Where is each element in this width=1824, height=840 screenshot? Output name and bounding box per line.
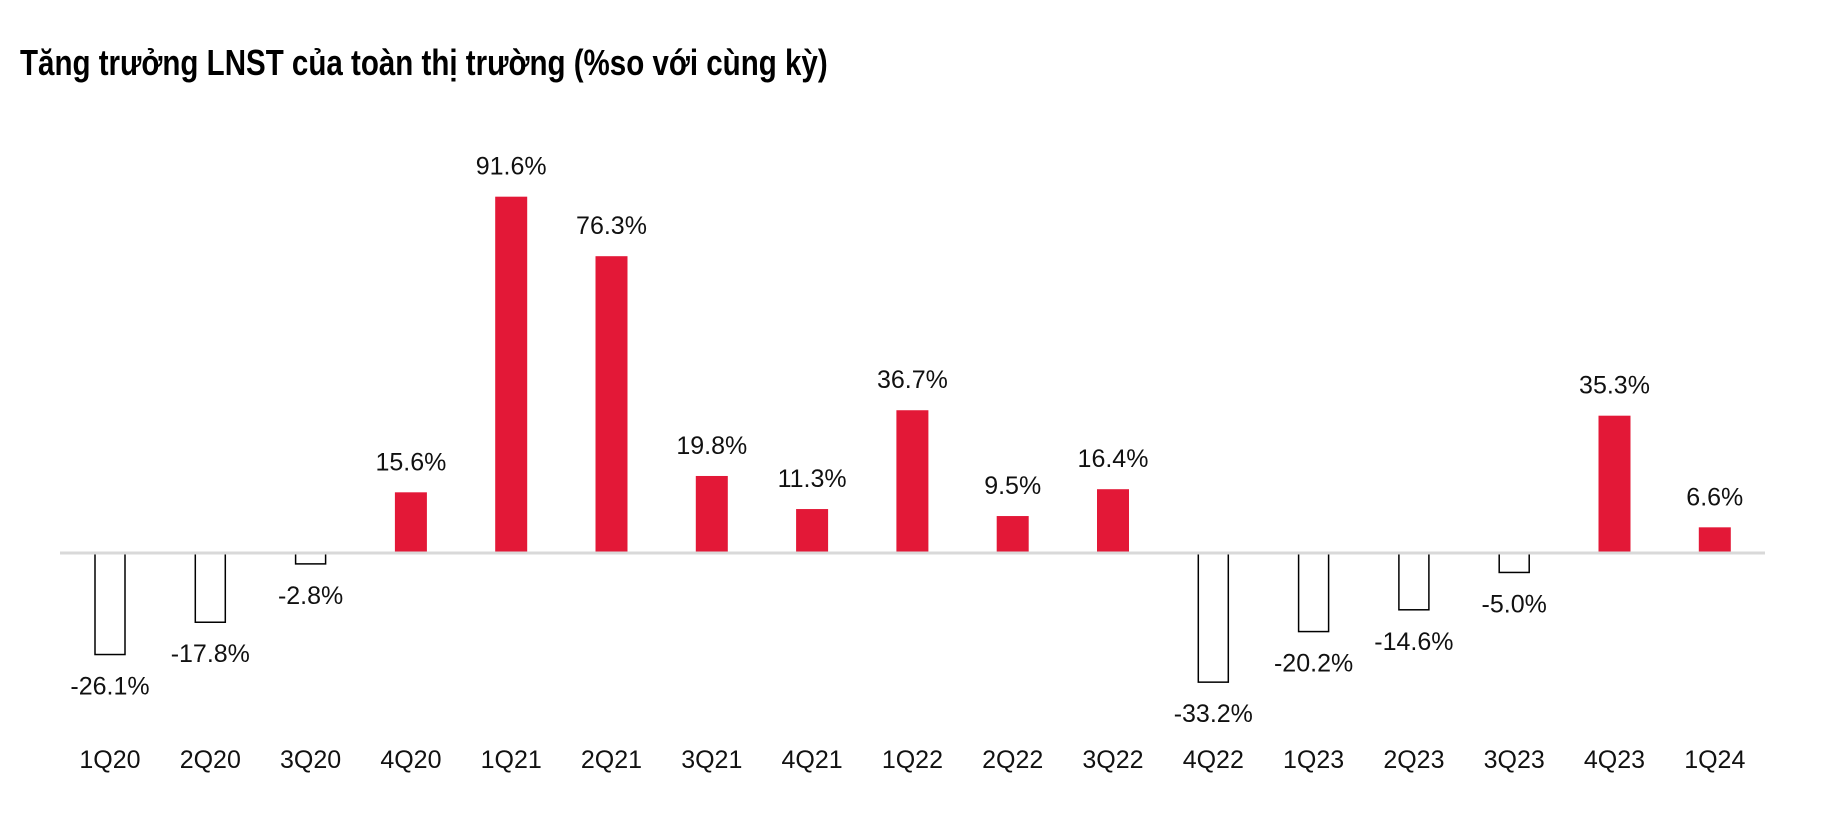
data-label: -2.8%	[278, 582, 343, 610]
x-tick-label: 4Q21	[782, 746, 843, 774]
data-label: -26.1%	[70, 673, 149, 701]
bar	[695, 475, 728, 553]
data-label: 36.7%	[877, 366, 948, 394]
bar	[896, 410, 929, 553]
data-label: 91.6%	[476, 153, 547, 181]
bar	[194, 552, 227, 623]
x-tick-label: 1Q22	[882, 746, 943, 774]
data-label: -33.2%	[1174, 700, 1253, 728]
bar	[495, 196, 528, 553]
data-label: 16.4%	[1078, 445, 1149, 473]
x-tick-label: 4Q20	[380, 746, 441, 774]
chart-title: Tăng trưởng LNST của toàn thị trường (%s…	[20, 42, 828, 83]
bar	[394, 492, 427, 553]
x-tick-label: 2Q23	[1383, 746, 1444, 774]
data-label: 15.6%	[375, 448, 446, 476]
x-tick-label: 1Q20	[79, 746, 140, 774]
x-tick-label: 2Q22	[982, 746, 1043, 774]
data-label: -14.6%	[1374, 628, 1453, 656]
x-tick-label: 3Q23	[1484, 746, 1545, 774]
bar	[94, 552, 126, 656]
bar	[996, 516, 1029, 553]
data-label: 35.3%	[1579, 372, 1650, 400]
bar	[1297, 552, 1330, 633]
bar	[595, 256, 628, 553]
data-label: -17.8%	[171, 640, 250, 668]
x-tick-label: 4Q23	[1584, 746, 1645, 774]
x-tick-label: 2Q20	[180, 746, 241, 774]
data-label: -5.0%	[1482, 590, 1547, 618]
data-label: 76.3%	[576, 212, 647, 240]
data-label: -20.2%	[1274, 650, 1353, 678]
bar	[1398, 552, 1430, 611]
x-tick-label: 3Q22	[1082, 746, 1143, 774]
bar	[1598, 415, 1631, 553]
x-tick-label: 1Q23	[1283, 746, 1344, 774]
x-tick-label: 1Q24	[1684, 746, 1745, 774]
bar	[1498, 552, 1530, 574]
bar	[1097, 489, 1129, 553]
bar	[294, 552, 327, 565]
x-tick-label: 4Q22	[1183, 746, 1244, 774]
x-tick-label: 1Q21	[481, 746, 542, 774]
bar	[1197, 552, 1230, 683]
x-tick-label: 3Q21	[681, 746, 742, 774]
data-label: 11.3%	[778, 465, 847, 493]
x-tick-label: 3Q20	[280, 746, 341, 774]
x-tick-label: 2Q21	[581, 746, 642, 774]
data-label: 9.5%	[984, 472, 1041, 500]
data-label: 6.6%	[1686, 483, 1743, 511]
bar	[1698, 527, 1731, 553]
data-label: 19.8%	[676, 432, 747, 460]
bar	[796, 509, 829, 553]
